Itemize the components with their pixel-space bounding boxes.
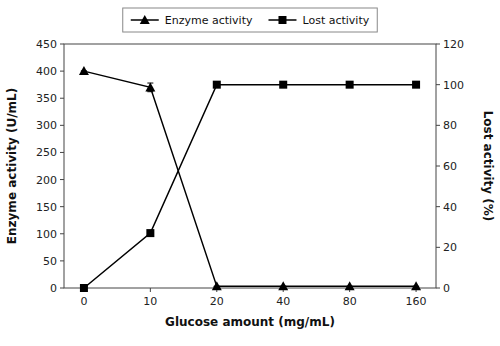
tick-label: 300 (36, 119, 57, 132)
y2-axis: 0 20 40 60 80 100 120 (436, 38, 464, 295)
legend-marker (278, 16, 286, 24)
tick-label: 350 (36, 92, 57, 105)
tick-label: 400 (36, 65, 57, 78)
tick (60, 152, 64, 153)
x-axis-label: Glucose amount (mg/mL) (165, 315, 335, 329)
tick (60, 125, 64, 126)
tick (436, 206, 440, 207)
legend-marker (140, 15, 150, 24)
tick-label: 250 (36, 146, 57, 159)
point (411, 281, 421, 290)
plot-frame (64, 44, 436, 288)
tick-label: 40 (443, 201, 457, 214)
legend-label: Enzyme activity (165, 14, 253, 27)
point (345, 281, 355, 290)
tick-label: 20 (210, 295, 224, 308)
tick-label: 150 (36, 201, 57, 214)
tick (436, 125, 440, 126)
tick-label: 40 (276, 295, 290, 308)
point (145, 82, 155, 91)
tick-label: 100 (36, 228, 57, 241)
series (79, 66, 421, 290)
point (79, 66, 89, 75)
tick (60, 98, 64, 99)
tick (436, 84, 440, 85)
tick (60, 260, 64, 261)
tick-label: 80 (443, 119, 457, 132)
legend-label: Lost activity (302, 14, 369, 27)
tick (150, 288, 151, 292)
point (213, 81, 221, 89)
tick-label: 50 (43, 255, 57, 268)
x-axis: 0 10 20 40 80 160 (80, 288, 426, 308)
point (146, 229, 154, 237)
chart: 0501001502002503003504004500204060801001… (0, 0, 500, 346)
point (346, 81, 354, 89)
tick-label: 10 (143, 295, 157, 308)
point (279, 81, 287, 89)
point (278, 281, 288, 290)
tick-label: 60 (443, 160, 457, 173)
tick-label: 20 (443, 241, 457, 254)
tick-label: 100 (443, 79, 464, 92)
tick-label: 0 (443, 282, 450, 295)
tick (60, 233, 64, 234)
tick-label: 0 (80, 295, 87, 308)
tick (436, 247, 440, 248)
background (0, 0, 500, 346)
y-axis-label: Enzyme activity (U/mL) (5, 88, 19, 244)
y2-axis-label: Lost activity (%) (481, 111, 495, 222)
tick-label: 120 (443, 38, 464, 51)
point (80, 284, 88, 292)
tick (436, 288, 440, 289)
tick (60, 71, 64, 72)
legend-item: Lost activity (268, 14, 369, 27)
legend-box (123, 8, 378, 32)
tick-label: 450 (36, 38, 57, 51)
legend-item: Enzyme activity (131, 14, 253, 27)
series-line (84, 85, 416, 288)
y-axis: 0 50 100 150 200 250 300 350 400 450 (36, 38, 64, 295)
tick (436, 166, 440, 167)
tick (60, 206, 64, 207)
point (412, 81, 420, 89)
series (80, 81, 420, 292)
series-line (84, 71, 416, 286)
tick-label: 80 (343, 295, 357, 308)
tick-label: 0 (50, 282, 57, 295)
marks (79, 66, 421, 292)
tick-label: 200 (36, 174, 57, 187)
tick (60, 179, 64, 180)
tick-label: 160 (406, 295, 427, 308)
tick (436, 44, 440, 45)
point (212, 281, 222, 290)
tick (60, 288, 64, 289)
tick (60, 44, 64, 45)
legend: Enzyme activity Lost activity (123, 8, 378, 32)
